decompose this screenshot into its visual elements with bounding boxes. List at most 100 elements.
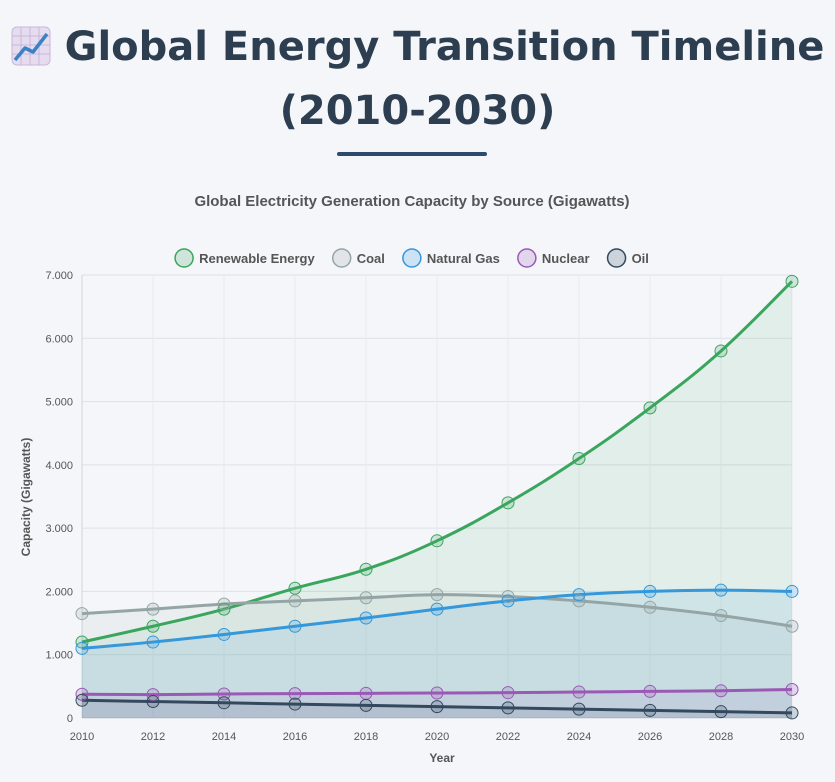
x-tick-label: 2024	[567, 731, 591, 743]
title-line-1: Global Energy Transition Timeline	[64, 24, 825, 70]
x-tick-label: 2030	[780, 731, 804, 743]
nuclear-point[interactable]	[146, 688, 160, 702]
y-tick-label: 1.000	[45, 650, 73, 662]
natural-gas-point[interactable]	[359, 611, 373, 625]
chart-points	[75, 274, 799, 720]
natural-gas-line	[81, 588, 793, 650]
natural-gas-point[interactable]	[572, 588, 586, 602]
renewable-energy-area	[82, 281, 792, 718]
x-tick-label: 2028	[709, 731, 733, 743]
renewable-energy-point[interactable]	[430, 534, 444, 548]
chart-lines	[81, 280, 794, 715]
coal-point[interactable]	[643, 600, 657, 614]
nuclear-point[interactable]	[785, 683, 799, 697]
y-tick-label: 6.000	[45, 333, 73, 345]
oil-point[interactable]	[430, 700, 444, 714]
x-tick-label: 2012	[141, 731, 165, 743]
nuclear-point[interactable]	[501, 686, 515, 700]
nuclear-point[interactable]	[714, 684, 728, 698]
nuclear-point[interactable]	[572, 685, 586, 699]
y-tick-label: 5.000	[45, 397, 73, 409]
natural-gas-point[interactable]	[75, 641, 89, 655]
renewable-energy-point[interactable]	[572, 452, 586, 466]
nuclear-point[interactable]	[643, 684, 657, 698]
legend-item-nuclear[interactable]: Nuclear	[517, 248, 590, 268]
renewable-energy-point[interactable]	[146, 619, 160, 633]
legend-label: Renewable Energy	[199, 251, 315, 266]
nuclear-point[interactable]	[217, 687, 231, 701]
oil-point[interactable]	[643, 703, 657, 717]
oil-line	[81, 698, 793, 715]
natural-gas-area	[82, 590, 792, 718]
legend-item-natural-gas[interactable]: Natural Gas	[402, 248, 500, 268]
oil-point[interactable]	[217, 696, 231, 710]
oil-point[interactable]	[359, 698, 373, 712]
renewable-energy-point[interactable]	[217, 602, 231, 616]
oil-point[interactable]	[146, 695, 160, 709]
legend-swatch	[331, 248, 352, 268]
chart-areas	[82, 281, 792, 718]
x-tick-label: 2020	[425, 731, 449, 743]
chart-increasing-icon	[11, 24, 51, 82]
x-axis-title: Year	[429, 751, 455, 765]
oil-point[interactable]	[714, 705, 728, 719]
legend-item-renewable-energy[interactable]: Renewable Energy	[174, 248, 315, 268]
natural-gas-point[interactable]	[714, 583, 728, 597]
oil-point[interactable]	[572, 702, 586, 716]
nuclear-line	[81, 688, 793, 697]
x-axis-ticks: 2010 2012 2014 2016 2018 2020 2022 2024 2026 2028…	[70, 731, 804, 743]
coal-point[interactable]	[217, 597, 231, 611]
coal-point[interactable]	[785, 619, 799, 633]
legend-swatch	[174, 248, 194, 268]
renewable-energy-point[interactable]	[785, 274, 799, 288]
legend-label: Nuclear	[542, 251, 590, 266]
y-tick-label: 4.000	[45, 460, 73, 472]
coal-point[interactable]	[430, 588, 444, 602]
y-tick-label: 0	[67, 713, 73, 725]
page-header: Global Energy Transition Timeline (2010-…	[0, 18, 835, 140]
legend-item-oil[interactable]: Oil	[606, 248, 649, 268]
natural-gas-point[interactable]	[146, 635, 160, 649]
renewable-energy-point[interactable]	[288, 581, 302, 595]
nuclear-point[interactable]	[430, 686, 444, 700]
legend-item-coal[interactable]: Coal	[331, 248, 385, 268]
natural-gas-point[interactable]	[501, 594, 515, 608]
coal-point[interactable]	[501, 589, 515, 603]
oil-point[interactable]	[75, 693, 89, 707]
y-tick-label: 3.000	[45, 523, 73, 535]
nuclear-point[interactable]	[288, 687, 302, 701]
coal-point[interactable]	[146, 602, 160, 616]
natural-gas-point[interactable]	[785, 584, 799, 598]
coal-point[interactable]	[359, 591, 373, 605]
legend-swatch	[606, 248, 627, 268]
renewable-energy-point[interactable]	[501, 496, 515, 510]
coal-point[interactable]	[714, 608, 728, 622]
legend-label: Natural Gas	[427, 251, 500, 266]
title-underline	[337, 152, 487, 156]
x-tick-label: 2016	[283, 731, 307, 743]
renewable-energy-point[interactable]	[714, 344, 728, 358]
coal-point[interactable]	[288, 594, 302, 608]
oil-point[interactable]	[288, 697, 302, 711]
x-tick-label: 2022	[496, 731, 520, 743]
natural-gas-point[interactable]	[643, 584, 657, 598]
nuclear-point[interactable]	[359, 686, 373, 700]
x-tick-label: 2026	[638, 731, 662, 743]
renewable-energy-line	[81, 280, 794, 644]
natural-gas-point[interactable]	[217, 627, 231, 641]
coal-line	[81, 593, 793, 628]
coal-point[interactable]	[75, 607, 89, 621]
renewable-energy-point[interactable]	[643, 401, 657, 415]
renewable-energy-point[interactable]	[359, 562, 373, 576]
chart-legend[interactable]: Renewable Energy Coal Natural Gas Nuclear Oi…	[174, 248, 649, 268]
legend-swatch	[402, 248, 422, 268]
oil-point[interactable]	[501, 701, 515, 715]
oil-point[interactable]	[785, 706, 799, 720]
natural-gas-point[interactable]	[430, 602, 444, 616]
chart-gridlines	[81, 274, 793, 719]
natural-gas-point[interactable]	[288, 619, 302, 633]
legend-label: Coal	[357, 251, 385, 266]
x-tick-label: 2010	[70, 731, 94, 743]
coal-area	[82, 594, 792, 718]
